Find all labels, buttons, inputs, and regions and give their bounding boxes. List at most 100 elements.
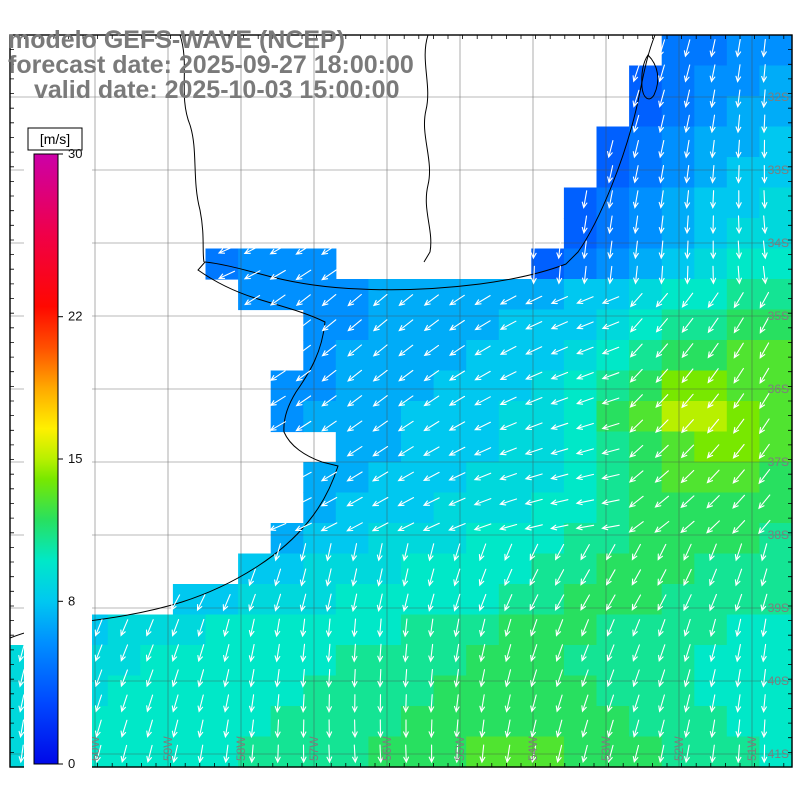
colorbar: [m/s]30 22 15 8 0 [24,122,92,772]
field-cell [466,736,565,768]
field-cell [563,645,695,677]
field-cell [694,96,728,128]
field-cell [563,218,598,250]
field-cell [596,370,630,402]
field-cell [661,462,760,494]
field-cell [563,523,630,555]
field-cell [629,248,663,280]
field-cell [303,401,402,433]
field-cell [238,279,369,311]
lon-label: 53W [599,736,613,761]
field-cell [596,309,630,341]
field-cell [661,736,760,768]
lon-label: 59W [161,736,175,761]
field-cell [335,645,467,677]
lon-label: 57W [307,736,321,761]
field-cell [596,553,695,585]
field-cell [531,492,598,524]
field-cell [238,248,337,280]
field-cell [368,279,565,311]
field-cell [596,126,630,158]
field-cell [596,218,630,250]
field-cell [726,614,793,646]
field-cell [596,492,630,524]
field-cell [368,309,500,341]
field-cell [726,401,760,433]
colorbar-tick-label: 0 [68,756,75,771]
field-cell [401,706,630,738]
field-cell [726,96,793,128]
field-cell [661,65,695,97]
field-cell [661,218,695,250]
field-cell [563,279,630,311]
field-cell [140,645,337,677]
field-cell [661,157,695,189]
field-cell [629,523,760,555]
field-cell [401,431,500,463]
field-cell [335,584,500,616]
field-cell [694,553,793,585]
field-cell [107,614,207,646]
field-cell [759,431,793,463]
field-cell [661,96,695,128]
lat-label: 38S [768,528,789,542]
field-cell [694,431,761,463]
field-cell [401,401,500,433]
field-cell [238,584,337,616]
field-cell [498,584,565,616]
field-cell [563,584,663,616]
field-cell [433,492,532,524]
field-cell [694,675,793,707]
field-cell [498,431,565,463]
field-cell [726,370,793,402]
model-name-title: modelo GEFS-WAVE (NCEP) [8,26,346,54]
field-cell [759,401,793,433]
lon-label: 58W [234,736,248,761]
lat-label: 33S [768,163,789,177]
field-cell [401,553,532,585]
field-cell [303,309,370,341]
field-cell [596,187,630,219]
field-cell [303,675,435,707]
field-cell [726,157,793,189]
lon-label: 52W [672,736,686,761]
lagoon-outline [641,54,659,100]
river-border-line [423,34,432,263]
colorbar-unit-label: [m/s] [40,131,70,147]
field-cell [433,675,598,707]
lat-label: 41S [768,747,789,761]
field-cell [661,279,728,311]
lat-label: 39S [768,601,789,615]
field-cell [694,645,793,677]
colorbar-tick-label: 22 [68,309,82,324]
field-cell [466,462,565,494]
field-cell [759,462,793,494]
field-cell [629,492,793,524]
field-cell [596,462,630,494]
map-frame [9,34,793,768]
field-cell [303,523,370,555]
field-cell [629,370,663,402]
field-cell [498,309,598,341]
field-cell [596,675,695,707]
field-cell [694,65,761,97]
field-cell [694,218,728,250]
lon-label: 54W [526,736,540,761]
field-cell [661,126,695,158]
colorbar-tick-label: 30 [68,146,82,161]
lon-label: 51W [745,736,759,761]
field-cell [368,736,467,768]
field-cell [303,340,337,372]
field-cell [303,492,337,524]
field-cell [466,523,565,555]
lat-label: 35S [768,309,789,323]
field-cell [498,614,598,646]
field-cell [563,736,663,768]
field-cell [661,309,728,341]
field-cell [694,187,761,219]
field-cell [629,187,663,219]
lat-label: 37S [768,455,789,469]
field-cell [694,157,728,189]
